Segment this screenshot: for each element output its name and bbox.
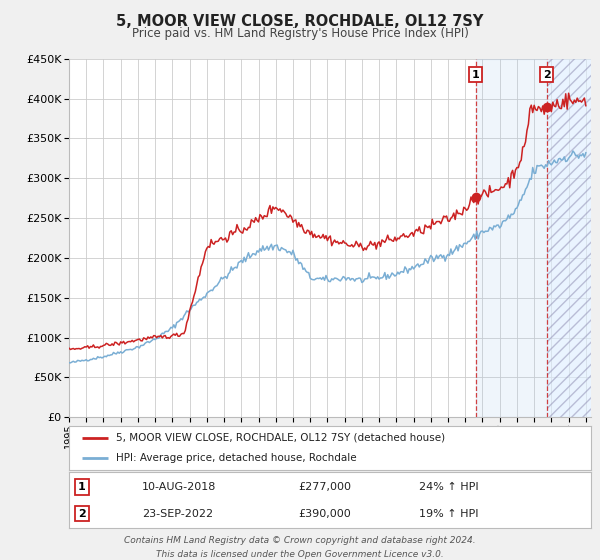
Text: £390,000: £390,000 (299, 508, 352, 519)
Text: 24% ↑ HPI: 24% ↑ HPI (419, 482, 478, 492)
Text: 5, MOOR VIEW CLOSE, ROCHDALE, OL12 7SY: 5, MOOR VIEW CLOSE, ROCHDALE, OL12 7SY (116, 14, 484, 29)
Text: This data is licensed under the Open Government Licence v3.0.: This data is licensed under the Open Gov… (156, 550, 444, 559)
Text: £277,000: £277,000 (299, 482, 352, 492)
Text: 19% ↑ HPI: 19% ↑ HPI (419, 508, 478, 519)
Bar (476, 59, 547, 417)
Text: 23-SEP-2022: 23-SEP-2022 (142, 508, 213, 519)
Text: Price paid vs. HM Land Registry's House Price Index (HPI): Price paid vs. HM Land Registry's House … (131, 27, 469, 40)
Text: 2: 2 (543, 69, 551, 80)
Text: HPI: Average price, detached house, Rochdale: HPI: Average price, detached house, Roch… (116, 453, 356, 463)
Bar (547, 59, 591, 417)
Text: 10-AUG-2018: 10-AUG-2018 (142, 482, 217, 492)
Text: 2: 2 (78, 508, 86, 519)
Text: 1: 1 (78, 482, 86, 492)
Text: 5, MOOR VIEW CLOSE, ROCHDALE, OL12 7SY (detached house): 5, MOOR VIEW CLOSE, ROCHDALE, OL12 7SY (… (116, 433, 445, 443)
Text: 1: 1 (472, 69, 479, 80)
Text: Contains HM Land Registry data © Crown copyright and database right 2024.: Contains HM Land Registry data © Crown c… (124, 536, 476, 545)
